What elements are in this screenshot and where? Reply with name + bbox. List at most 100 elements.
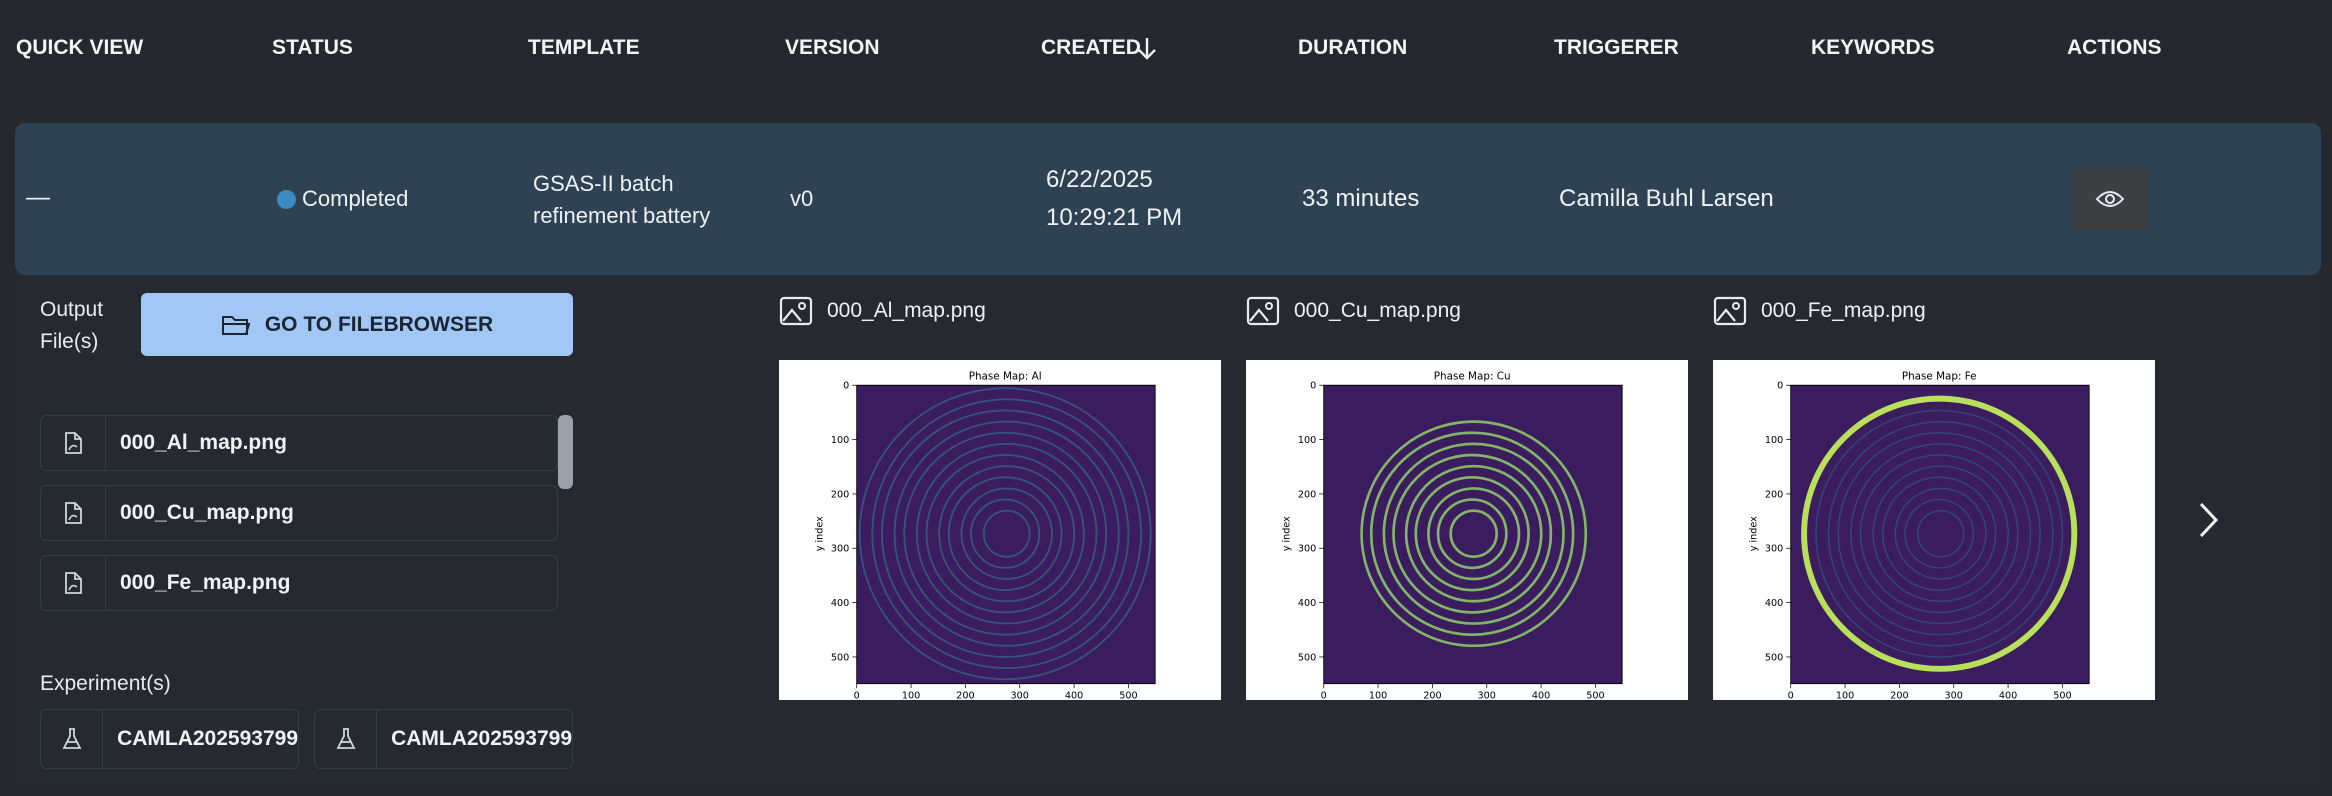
ring — [858, 387, 1152, 681]
y-tick-label: 400 — [831, 598, 849, 609]
preview-filename: 000_Cu_map.png — [1294, 299, 1461, 322]
row[interactable] — [15, 123, 2321, 275]
ring — [1414, 475, 1530, 592]
header-cell[interactable]: CREATED — [1041, 36, 1141, 59]
view-button[interactable] — [2073, 168, 2147, 230]
y-tick-label: 200 — [1298, 489, 1316, 500]
experiment-id: CAMLA202593799 — [391, 727, 572, 750]
ring — [982, 509, 1031, 558]
x-tick-label: 0 — [1321, 691, 1327, 700]
x-tick-label: 300 — [1011, 691, 1029, 700]
y-tick-label: 200 — [1765, 489, 1783, 500]
y-axis-label: y index — [815, 516, 826, 551]
output-label: Output File(s) — [40, 298, 104, 353]
ring — [903, 431, 1108, 636]
header-cell[interactable]: KEYWORDS — [1811, 36, 1935, 59]
file-item[interactable]: 000_Cu_map.png — [40, 485, 558, 541]
file-item[interactable]: 000_Fe_map.png — [40, 555, 558, 611]
phase-map: Phase Map: Fe 0 100 200 300 400 500 0 100 200 300 4… — [1749, 370, 2090, 702]
y-tick-label: 100 — [1765, 435, 1783, 446]
next-arrow[interactable] — [2196, 500, 2222, 540]
ring — [1916, 509, 1965, 558]
status-dot — [277, 190, 296, 209]
ring — [1882, 476, 1997, 591]
created-date: 6/22/2025 — [1046, 166, 1153, 193]
created-time: 10:29:21 PM — [1046, 204, 1183, 231]
experiment-chip[interactable]: CAMLA202593799 — [40, 709, 299, 769]
ring — [881, 409, 1130, 658]
ring — [871, 398, 1142, 669]
x-tick-label: 300 — [1945, 691, 1963, 700]
x-tick-label: 200 — [956, 691, 974, 700]
ring — [960, 487, 1053, 580]
x-tick-label: 500 — [1586, 691, 1604, 700]
preview-image[interactable]: Phase Map: Al 0 100 200 300 400 500 0 100 200 300 4… — [779, 360, 1221, 702]
x-tick-label: 200 — [1423, 691, 1441, 700]
file-icon-box — [41, 556, 106, 610]
ring — [1827, 420, 2054, 647]
duration: 33 minutes — [1302, 185, 1420, 212]
ring — [1872, 465, 2009, 603]
header-cell[interactable]: STATUS — [272, 36, 353, 59]
file-name: 000_Cu_map.png — [120, 501, 294, 524]
filebrowser-button[interactable]: GO TO FILEBROWSER — [141, 293, 573, 356]
header-cell[interactable]: QUICK VIEW — [16, 36, 144, 59]
image-icon — [779, 296, 813, 326]
collapse-toggle[interactable]: — — [26, 184, 50, 211]
ring — [1837, 432, 2041, 636]
plot-frame — [856, 384, 1156, 685]
header-cell[interactable]: VERSION — [785, 36, 880, 59]
ring — [1392, 453, 1553, 614]
eye-icon — [2095, 191, 2125, 207]
header-cell[interactable]: ACTIONS — [2067, 36, 2162, 59]
button-label[interactable]: GO TO FILEBROWSER — [264, 312, 494, 336]
file-item[interactable]: 000_Al_map.png — [40, 415, 558, 471]
ring — [925, 454, 1085, 614]
file-name: 000_Al_map.png — [120, 431, 287, 454]
x-tick-label: 300 — [1478, 691, 1496, 700]
preview-filename: 000_Al_map.png — [827, 299, 986, 322]
header-cell[interactable]: DURATION — [1298, 36, 1408, 59]
plot-frame — [1323, 384, 1623, 685]
x-tick-label: 200 — [1890, 691, 1908, 700]
header-cell[interactable]: TEMPLATE — [528, 36, 640, 59]
ring — [1404, 464, 1543, 603]
plot-title: Phase Map: Cu — [1434, 370, 1511, 382]
x-tick-label: 400 — [1999, 691, 2017, 700]
version: v0 — [790, 186, 814, 211]
file-icon — [65, 502, 82, 524]
ring — [1369, 431, 1575, 637]
y-tick-label: 100 — [1298, 435, 1316, 446]
folder-icon — [221, 315, 251, 335]
ring — [1436, 498, 1508, 570]
file-icon — [65, 432, 82, 454]
preview-image[interactable]: Phase Map: Cu 0 100 200 300 400 500 0 100 200 300 4… — [1246, 360, 1688, 702]
triggerer: Camilla Buhl Larsen — [1559, 185, 1774, 212]
experiment-chip[interactable]: CAMLA202593799 — [314, 709, 573, 769]
x-tick-label: 100 — [1836, 691, 1854, 700]
y-tick-label: 500 — [1298, 652, 1316, 663]
ring — [1904, 498, 1975, 569]
ring — [1449, 509, 1499, 559]
x-tick-label: 100 — [902, 691, 920, 700]
preview-label: 000_Fe_map.png — [1713, 296, 1926, 326]
ring — [1427, 487, 1521, 581]
sort-arrow[interactable] — [1136, 36, 1158, 62]
ring — [938, 465, 1076, 603]
ring — [915, 442, 1098, 625]
y-tick-label: 300 — [1765, 544, 1783, 555]
y-tick-label: 0 — [843, 381, 849, 392]
flask-icon — [336, 728, 355, 749]
plot-title: Phase Map: Al — [969, 370, 1042, 382]
image-icon — [1246, 296, 1280, 326]
scrollbar[interactable] — [558, 415, 573, 489]
preview-image[interactable]: Phase Map: Fe 0 100 200 300 400 500 0 100 200 300 4… — [1713, 360, 2155, 702]
y-tick-label: 300 — [831, 544, 849, 555]
preview-label: 000_Al_map.png — [779, 296, 986, 326]
y-axis-label: y index — [1282, 516, 1293, 551]
flask-icon — [62, 728, 81, 749]
header-cell[interactable]: TRIGGERER — [1554, 36, 1679, 59]
x-tick-label: 0 — [854, 691, 860, 700]
ring — [1850, 443, 2032, 625]
